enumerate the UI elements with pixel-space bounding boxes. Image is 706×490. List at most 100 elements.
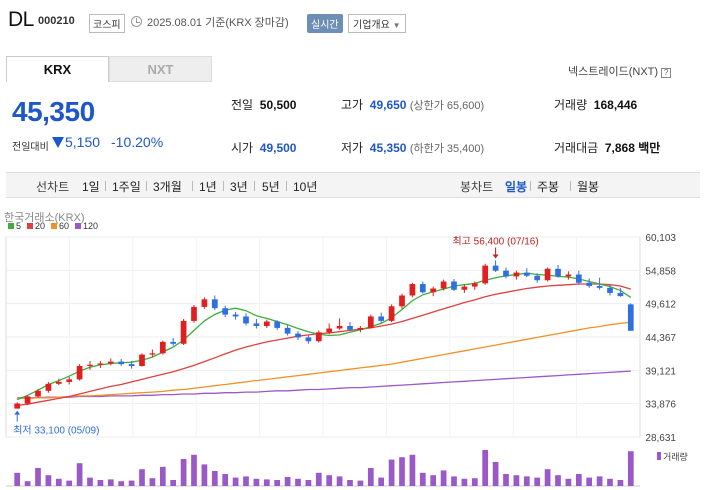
candle-body <box>378 316 385 321</box>
volume-bar <box>315 472 322 486</box>
candle-body <box>211 299 218 309</box>
volume-bar <box>191 454 197 486</box>
volume-bar <box>274 480 281 486</box>
volume-bar <box>492 462 499 486</box>
chevron-down-icon: ▼ <box>392 21 401 30</box>
stat-upper-limit: (상한가 65,600) <box>409 100 485 112</box>
tab-krx[interactable]: KRX <box>6 56 109 82</box>
company-overview-button[interactable]: 기업개요 ▼ <box>348 14 406 33</box>
candle-body <box>388 306 395 321</box>
period-1y[interactable]: 1년 <box>199 180 217 194</box>
volume-bar <box>596 476 603 486</box>
tab-nxt[interactable]: NXT <box>109 56 212 82</box>
stat-open: 시가 49,500 <box>231 139 296 156</box>
separator <box>146 181 147 191</box>
nextrade-label: 넥스트레이드(NXT) <box>568 66 659 78</box>
quote-date: 2025.08.01 기준(KRX 장마감) <box>147 17 289 29</box>
period-1d[interactable]: 1일 <box>82 180 100 194</box>
y-tick-label: 49,612 <box>645 300 676 311</box>
stock-code: 000210 <box>38 15 75 27</box>
change-label: 전일대비 <box>12 142 49 153</box>
candle-monthly[interactable]: 월봉 <box>577 180 600 194</box>
volume-bar <box>97 480 104 486</box>
candle-body <box>409 284 416 296</box>
legend-ma20: 20 <box>27 221 45 231</box>
volume-bar <box>263 479 270 486</box>
candle-body <box>315 332 322 342</box>
volume-bar <box>305 480 312 486</box>
candle-body <box>232 314 239 317</box>
volume-bar <box>555 475 561 486</box>
candle-body <box>555 268 561 277</box>
legend-ma5: 5 <box>8 221 21 231</box>
volume-bar <box>575 474 582 486</box>
volume-bar <box>617 480 624 486</box>
candle-weekly[interactable]: 주봉 <box>537 180 560 194</box>
price-chart[interactable]: 60,103 54,858 49,612 44,367 39,121 33,876 28,6… <box>0 228 706 490</box>
candle-body <box>76 366 83 380</box>
realtime-button[interactable]: 실시간 <box>307 14 343 33</box>
volume-bar <box>284 477 291 486</box>
volume-bar <box>461 478 468 486</box>
separator <box>254 181 255 191</box>
candle-body <box>305 337 312 342</box>
volume-legend-swatch <box>657 452 661 460</box>
candle-body <box>492 265 499 271</box>
candle-body <box>586 282 593 286</box>
line-chart-label: 선차트 <box>36 180 70 194</box>
period-10y[interactable]: 10년 <box>293 180 318 194</box>
stat-low-value: 45,350 <box>369 141 407 155</box>
stat-amount: 거래대금 7,868 백만 <box>554 139 660 156</box>
ma5-line <box>16 272 632 401</box>
candle-body <box>367 316 374 328</box>
candle-body <box>471 283 478 287</box>
volume-bar <box>139 469 145 486</box>
candle-body <box>274 321 281 328</box>
market-badge: 코스피 <box>89 14 125 33</box>
volume-bar <box>149 478 156 486</box>
separator <box>286 181 287 191</box>
period-5y[interactable]: 5년 <box>262 180 280 194</box>
volume-bar <box>45 475 52 486</box>
candle-body <box>430 288 437 293</box>
legend-ma60-label: 60 <box>59 221 70 231</box>
stat-low: 저가 45,350 (하한가 35,400) <box>341 139 484 156</box>
volume-bar <box>14 472 21 486</box>
help-icon[interactable]: ? <box>661 68 672 78</box>
stat-high: 고가 49,650 (상한가 65,600) <box>341 96 484 113</box>
volume-bar <box>513 475 520 486</box>
period-1w[interactable]: 1주일 <box>112 180 141 194</box>
exchange-tabs: KRX NXT <box>6 56 213 82</box>
candle-body <box>253 323 260 326</box>
candle-body <box>617 292 624 297</box>
candle-body <box>243 316 249 324</box>
separator <box>570 181 571 191</box>
volume-bar <box>367 468 374 486</box>
stat-amount-label: 거래대금 <box>554 141 599 155</box>
volume-bar <box>357 480 364 486</box>
volume-bar <box>107 479 114 486</box>
candle-body <box>482 265 489 284</box>
volume-bar <box>66 480 73 486</box>
volume-bar <box>388 459 395 486</box>
y-tick-label: 44,367 <box>645 333 676 344</box>
volume-bar <box>35 468 41 486</box>
volume-bar <box>76 463 83 486</box>
candle-body <box>191 306 197 321</box>
candle-body <box>419 284 426 293</box>
volume-bar <box>170 480 177 486</box>
candle-chart-label: 봉차트 <box>460 180 494 194</box>
period-3m[interactable]: 3개월 <box>153 180 182 194</box>
change-percent: -10.20% <box>111 134 164 150</box>
volume-bar <box>451 476 457 486</box>
high-arrow-head <box>492 254 499 259</box>
volume-bar <box>326 475 333 486</box>
candle-daily[interactable]: 일봉 <box>505 180 528 194</box>
candle-body <box>565 274 572 277</box>
stat-high-label: 고가 <box>341 98 364 112</box>
period-3y[interactable]: 3년 <box>230 180 248 194</box>
candle-body <box>159 341 166 354</box>
legend-ma60: 60 <box>51 221 69 231</box>
nextrade-link[interactable]: 넥스트레이드(NXT)? <box>568 63 672 79</box>
candle-body <box>14 403 21 409</box>
